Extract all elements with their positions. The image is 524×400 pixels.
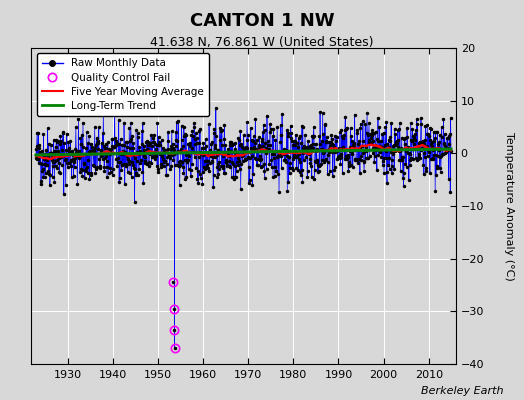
Text: Berkeley Earth: Berkeley Earth [421, 386, 503, 396]
Text: 41.638 N, 76.861 W (United States): 41.638 N, 76.861 W (United States) [150, 36, 374, 49]
Y-axis label: Temperature Anomaly (°C): Temperature Anomaly (°C) [504, 132, 514, 280]
Text: CANTON 1 NW: CANTON 1 NW [190, 12, 334, 30]
Legend: Raw Monthly Data, Quality Control Fail, Five Year Moving Average, Long-Term Tren: Raw Monthly Data, Quality Control Fail, … [37, 53, 209, 116]
